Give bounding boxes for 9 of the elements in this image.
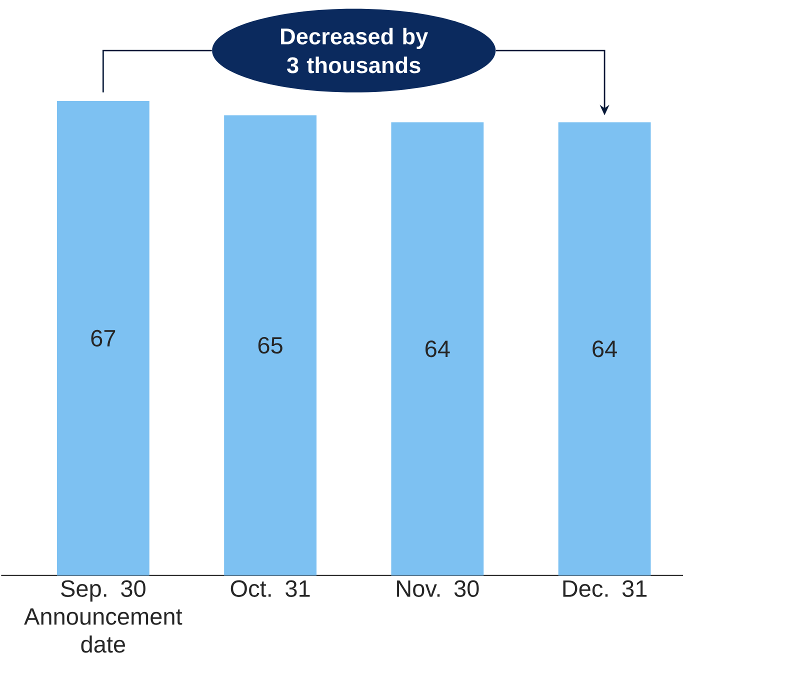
data-label: 64 bbox=[592, 340, 617, 357]
data-label: 65 bbox=[258, 336, 282, 354]
x-tick-label: Oct. 31 bbox=[230, 580, 310, 597]
data-label: 64 bbox=[426, 340, 450, 357]
x-tick-label: Dec. 31 bbox=[563, 580, 647, 597]
x-tick-label: Sep. 30 Announcement date bbox=[24, 580, 182, 653]
text: Decreased by 3 thousands bbox=[281, 28, 428, 74]
data-label: 67 bbox=[91, 330, 116, 346]
x-tick-label: Nov. 30 bbox=[397, 580, 479, 597]
